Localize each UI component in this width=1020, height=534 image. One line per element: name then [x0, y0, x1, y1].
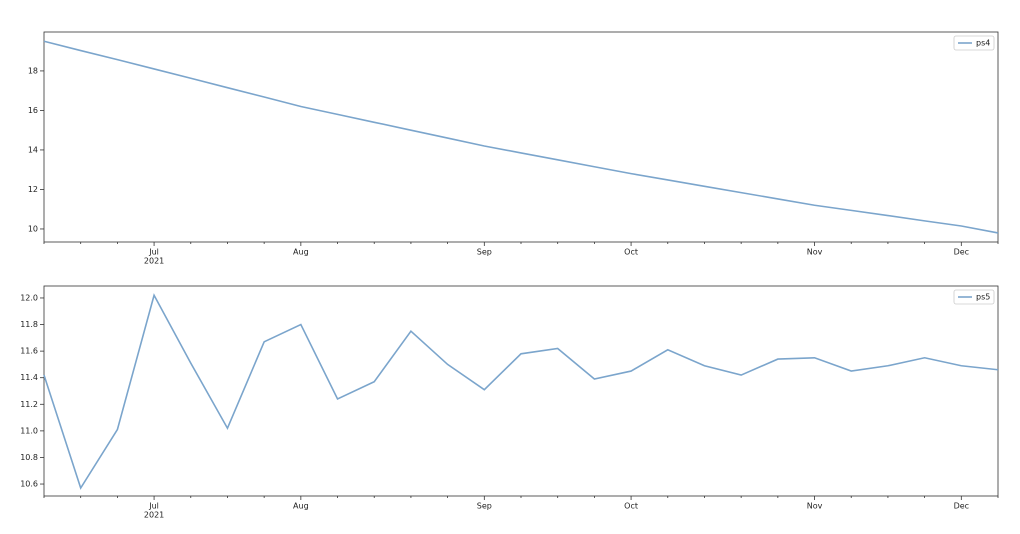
x-tick-label: Nov: [807, 502, 823, 511]
y-tick-label: 10.8: [20, 453, 38, 462]
y-tick-label: 12.0: [20, 293, 38, 302]
series-line: [43, 40, 999, 234]
legend-box: [953, 35, 995, 51]
x-year-label: 2021: [144, 511, 164, 520]
legend-box: [953, 289, 995, 305]
legend-label: ps4: [976, 39, 990, 48]
y-tick-label: 18: [28, 66, 38, 75]
legend-label: ps5: [976, 293, 990, 302]
x-tick-label: Jul: [148, 248, 159, 257]
x-tick-label: Aug: [293, 248, 309, 257]
plot-frame: [43, 285, 999, 497]
y-tick-label: 14: [28, 145, 38, 154]
series-line: [43, 293, 999, 490]
x-tick-label: Nov: [807, 248, 823, 257]
y-tick-label: 16: [28, 106, 38, 115]
x-tick-label: Oct: [624, 248, 638, 257]
x-tick-label: Aug: [293, 502, 309, 511]
y-tick-label: 11.0: [20, 426, 38, 435]
x-tick-label: Jul: [148, 502, 159, 511]
y-tick-label: 10.6: [20, 480, 38, 489]
x-tick-label: Oct: [624, 502, 638, 511]
x-tick-label: Dec: [954, 502, 969, 511]
y-tick-label: 11.6: [20, 347, 38, 356]
y-tick-label: 10: [28, 224, 38, 233]
y-tick-label: 12: [28, 185, 38, 194]
x-tick-label: Sep: [477, 502, 492, 511]
y-tick-label: 11.2: [20, 400, 38, 409]
x-tick-label: Sep: [477, 248, 492, 257]
x-year-label: 2021: [144, 257, 164, 266]
y-tick-label: 11.4: [20, 373, 38, 382]
x-tick-label: Dec: [954, 248, 969, 257]
y-tick-label: 11.8: [20, 320, 38, 329]
